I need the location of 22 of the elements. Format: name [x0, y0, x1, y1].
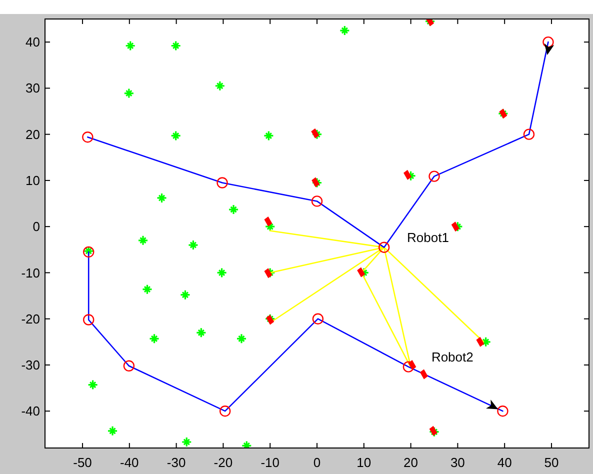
- x-tick-label: -20: [214, 455, 233, 470]
- x-tick-label: -10: [260, 455, 280, 470]
- y-tick-label: 20: [26, 126, 40, 142]
- x-tick-label: -50: [73, 455, 92, 470]
- y-tick-label: 30: [26, 80, 40, 96]
- x-tick-label: 30: [450, 455, 465, 470]
- x-tick-label: -40: [120, 455, 139, 470]
- x-tick-label: 10: [356, 455, 372, 470]
- x-tick-label: 0: [313, 455, 321, 470]
- annotation: Robot1: [407, 230, 449, 245]
- annotation: Robot2: [431, 349, 474, 364]
- x-tick-label: 20: [404, 455, 418, 470]
- y-tick-label: 10: [26, 173, 40, 188]
- y-tick-label: 40: [26, 34, 40, 50]
- x-tick-label: -30: [166, 455, 186, 470]
- x-tick-label: 50: [544, 455, 559, 470]
- y-tick-label: -40: [21, 404, 40, 419]
- y-tick-label: 0: [32, 219, 40, 234]
- y-tick-label: -20: [21, 311, 40, 326]
- y-tick-label: -30: [21, 358, 40, 373]
- x-tick-label: 40: [497, 455, 512, 470]
- y-tick-label: -10: [21, 265, 40, 280]
